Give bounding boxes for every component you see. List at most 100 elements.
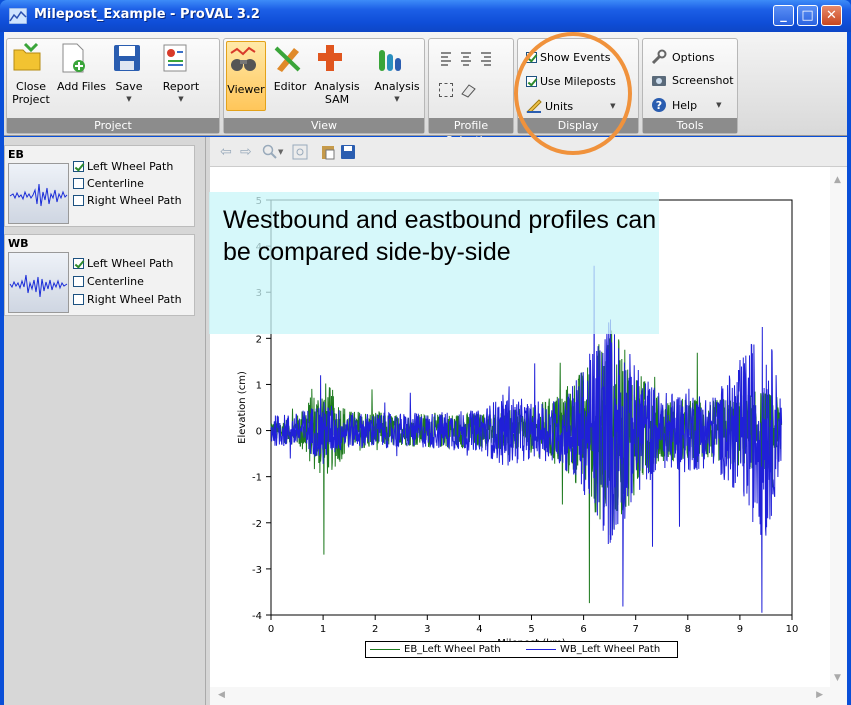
group-label-tools: Tools xyxy=(643,118,737,133)
options-button[interactable]: Options xyxy=(651,49,714,65)
x-tick-label: 3 xyxy=(424,624,430,635)
checkbox[interactable] xyxy=(73,161,84,172)
profile-selection-group: Profile Selection xyxy=(428,38,514,147)
wrench-icon xyxy=(651,49,667,65)
y-tick-label: 2 xyxy=(256,334,262,345)
project-group: Close Project Add Files Save ▼ xyxy=(6,38,220,134)
checkbox[interactable] xyxy=(73,294,84,305)
forward-arrow-icon[interactable]: ⇨ xyxy=(240,144,252,160)
y-tick-label: 0 xyxy=(256,427,262,438)
series-line-wb xyxy=(270,265,783,613)
highlight-ring xyxy=(514,32,632,155)
legend-item-eb: EB_Left Wheel Path xyxy=(370,644,501,655)
checkbox[interactable] xyxy=(73,195,84,206)
scroll-down-icon[interactable]: ▼ xyxy=(834,673,841,683)
save-icon xyxy=(114,45,140,71)
screenshot-button[interactable]: Screenshot xyxy=(651,73,734,87)
eb-left-wheel-path-checkbox[interactable]: Left Wheel Path xyxy=(73,160,173,173)
checkbox[interactable] xyxy=(73,276,84,287)
editor-icon xyxy=(274,46,301,72)
save-button[interactable]: Save ▼ xyxy=(111,42,147,106)
y-tick-label: -3 xyxy=(252,565,262,576)
legend-swatch xyxy=(526,649,556,650)
save-image-icon[interactable] xyxy=(340,144,356,160)
x-tick-label: 4 xyxy=(476,624,482,635)
chevron-down-icon: ▼ xyxy=(126,95,132,103)
add-files-button[interactable]: Add Files xyxy=(57,42,106,93)
wb-centerline-checkbox[interactable]: Centerline xyxy=(73,275,144,288)
scroll-right-icon[interactable]: ▶ xyxy=(816,690,823,700)
help-button[interactable]: ? Help ▼ xyxy=(651,97,721,113)
eb-centerline-checkbox[interactable]: Centerline xyxy=(73,177,144,190)
x-tick-label: 6 xyxy=(580,624,586,635)
x-tick-label: 7 xyxy=(633,624,639,635)
profile-thumbnail[interactable] xyxy=(8,163,69,224)
eb-right-wheel-path-checkbox[interactable]: Right Wheel Path xyxy=(73,194,182,207)
editor-button[interactable]: Editor xyxy=(272,42,308,93)
profile-card-wb[interactable]: WB Left Wheel Path Centerline Right Whee… xyxy=(4,234,195,316)
profile-list-panel: EB Left Wheel Path Centerline Right Whee… xyxy=(4,137,205,705)
wb-left-wheel-path-checkbox[interactable]: Left Wheel Path xyxy=(73,257,173,270)
svg-text:?: ? xyxy=(656,99,662,112)
analysis-button[interactable]: Analysis ▼ xyxy=(374,42,420,106)
maximize-button[interactable]: □ xyxy=(797,5,818,26)
checkbox[interactable] xyxy=(73,178,84,189)
title-bar[interactable]: Milepost_Example - ProVAL 3.2 _ □ ✕ xyxy=(0,0,851,32)
analysis-sam-button[interactable]: Analysis SAM xyxy=(314,42,360,106)
x-tick-label: 9 xyxy=(737,624,743,635)
folder-icon xyxy=(13,42,41,71)
app-icon xyxy=(9,8,27,24)
viewer-icon xyxy=(230,46,256,71)
y-tick-label: -4 xyxy=(252,611,262,622)
y-tick-label: -1 xyxy=(252,473,262,484)
chevron-down-icon: ▼ xyxy=(394,95,400,103)
profile-thumbnail-plot xyxy=(9,183,68,207)
chevron-down-icon: ▼ xyxy=(716,101,722,109)
profile-name: WB xyxy=(8,237,29,250)
scroll-up-icon[interactable]: ▲ xyxy=(834,175,841,185)
analysis-icon xyxy=(379,50,401,71)
chevron-down-icon: ▼ xyxy=(178,95,184,103)
profile-card-eb[interactable]: EB Left Wheel Path Centerline Right Whee… xyxy=(4,145,195,227)
add-file-icon xyxy=(62,43,85,73)
y-tick-label: 1 xyxy=(256,380,262,391)
panel-splitter[interactable] xyxy=(205,137,210,705)
y-axis-label: Elevation (cm) xyxy=(237,371,248,444)
legend-item-wb: WB_Left Wheel Path xyxy=(526,644,660,655)
zoom-icon[interactable] xyxy=(262,144,278,160)
minimize-button[interactable]: _ xyxy=(773,5,794,26)
group-label-view: View xyxy=(224,118,424,133)
profile-name: EB xyxy=(8,148,24,161)
x-tick-label: 5 xyxy=(528,624,534,635)
help-icon: ? xyxy=(652,98,666,112)
close-project-button[interactable]: Close Project xyxy=(11,42,51,106)
close-button[interactable]: ✕ xyxy=(821,5,842,26)
profile-thumbnail[interactable] xyxy=(8,252,69,313)
zoom-fit-icon[interactable] xyxy=(292,144,308,160)
eraser-icon[interactable] xyxy=(459,82,477,98)
x-tick-label: 8 xyxy=(685,624,691,635)
viewer-toolbar: ⇦ ⇨ ▼ xyxy=(210,137,847,167)
chart-legend: EB_Left Wheel Path WB_Left Wheel Path xyxy=(365,641,678,658)
x-tick-label: 2 xyxy=(372,624,378,635)
chevron-down-icon[interactable]: ▼ xyxy=(278,148,284,156)
x-tick-label: 0 xyxy=(268,624,274,635)
x-tick-label: 10 xyxy=(786,624,799,635)
select-region-icon[interactable] xyxy=(439,83,453,97)
checkbox[interactable] xyxy=(73,258,84,269)
wb-right-wheel-path-checkbox[interactable]: Right Wheel Path xyxy=(73,293,182,306)
report-button[interactable]: Report ▼ xyxy=(159,42,203,106)
scroll-left-icon[interactable]: ◀ xyxy=(218,690,225,700)
tools-group: Options Screenshot ? Help ▼ Tools xyxy=(642,38,738,134)
align-icons[interactable] xyxy=(439,51,499,67)
back-arrow-icon[interactable]: ⇦ xyxy=(220,144,232,160)
vertical-scrollbar[interactable]: ▲ ▼ xyxy=(830,167,847,687)
profile-thumbnail-plot xyxy=(9,274,68,298)
horizontal-scrollbar[interactable]: ◀ ▶ xyxy=(210,687,847,705)
view-group: Viewer Editor Analysis SAM xyxy=(223,38,425,134)
sam-icon xyxy=(318,45,342,71)
viewer-button[interactable]: Viewer xyxy=(226,41,266,111)
clipboard-icon[interactable] xyxy=(320,144,336,160)
legend-swatch xyxy=(370,649,400,650)
